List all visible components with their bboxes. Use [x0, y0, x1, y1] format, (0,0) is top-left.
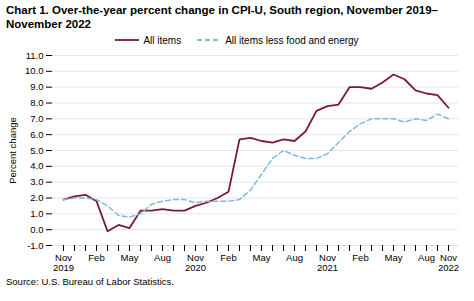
svg-text:3.0: 3.0	[30, 176, 43, 187]
svg-text:7.0: 7.0	[30, 113, 43, 124]
svg-text:Aug: Aug	[286, 252, 303, 263]
svg-text:8.0: 8.0	[30, 97, 43, 108]
svg-text:0.0: 0.0	[30, 224, 43, 235]
svg-text:5.0: 5.0	[30, 145, 43, 156]
svg-text:May: May	[385, 252, 403, 263]
svg-text:Aug: Aug	[154, 252, 171, 263]
svg-text:Percent change: Percent change	[7, 117, 18, 184]
html-text:Source: U.S. Bureau of Labor S: Source: U.S. Bureau of Labor Statistics.	[6, 276, 174, 287]
html-text:All items less food and energy: All items less food and energy	[225, 34, 359, 46]
svg-text:Nov2019: Nov2019	[53, 252, 74, 273]
svg-text:6.0: 6.0	[30, 129, 43, 140]
svg-text:-1.0: -1.0	[27, 240, 43, 251]
svg-text:Nov2020: Nov2020	[185, 252, 206, 273]
html-text:Chart 1. Over-the-year percent: Chart 1. Over-the-year percent change in…	[6, 4, 438, 30]
svg-text:11.0: 11.0	[26, 50, 44, 61]
svg-text:May: May	[121, 252, 139, 263]
svg-text:Feb: Feb	[352, 252, 368, 263]
svg-text:Feb: Feb	[88, 252, 104, 263]
svg-text:Feb: Feb	[220, 252, 236, 263]
svg-text:Nov2021: Nov2021	[317, 252, 338, 273]
svg-text:4.0: 4.0	[30, 160, 43, 171]
svg-text:May: May	[253, 252, 271, 263]
svg-text:10.0: 10.0	[25, 65, 44, 76]
svg-text:9.0: 9.0	[30, 81, 43, 92]
html-text:All items: All items	[143, 34, 182, 46]
svg-text:Aug: Aug	[418, 252, 435, 263]
svg-text:2.0: 2.0	[30, 192, 43, 203]
svg-text:Nov2022: Nov2022	[438, 252, 459, 273]
svg-text:1.0: 1.0	[30, 208, 43, 219]
